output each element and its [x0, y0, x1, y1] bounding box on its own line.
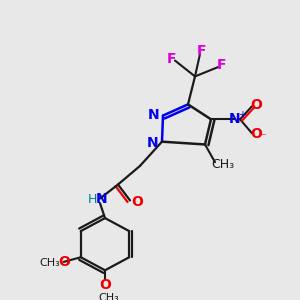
Text: N: N — [148, 108, 160, 122]
Text: O: O — [250, 127, 262, 141]
Text: F: F — [216, 58, 226, 72]
Text: F: F — [196, 44, 206, 58]
Text: +: + — [238, 110, 246, 120]
Text: F: F — [167, 52, 177, 66]
Text: N: N — [229, 112, 241, 126]
Text: CH₃: CH₃ — [212, 158, 235, 172]
Text: O: O — [250, 98, 262, 112]
Text: O: O — [131, 195, 143, 209]
Text: H: H — [87, 193, 97, 206]
Text: CH₃: CH₃ — [99, 293, 119, 300]
Text: O: O — [99, 278, 111, 292]
Text: CH₃: CH₃ — [39, 258, 60, 268]
Text: ⁻: ⁻ — [259, 131, 265, 144]
Text: O: O — [58, 255, 70, 269]
Text: N: N — [96, 192, 108, 206]
Text: N: N — [147, 136, 159, 150]
